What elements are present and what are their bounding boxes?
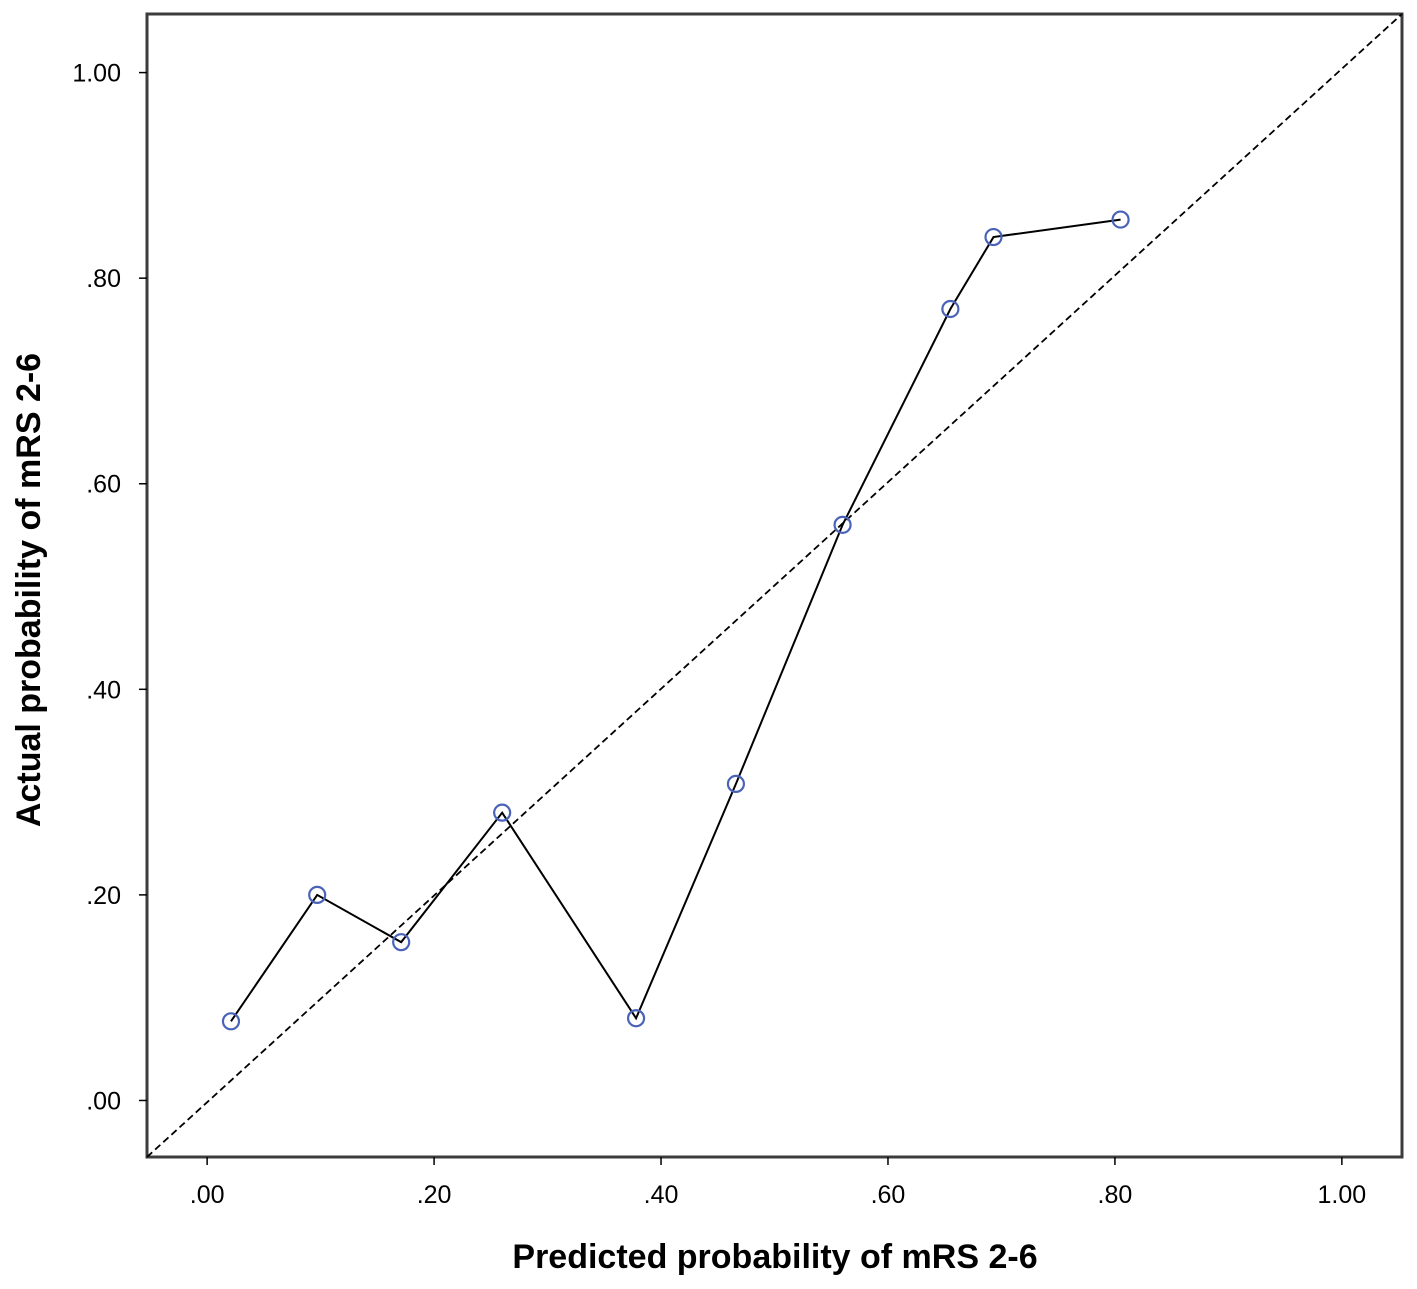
y-tick-label: .20 [86, 882, 121, 910]
data-point [726, 774, 746, 793]
y-tick-label: .80 [86, 265, 121, 293]
y-tick-label: .60 [86, 471, 121, 499]
x-axis-title: Predicted probability of mRS 2-6 [512, 1238, 1037, 1276]
data-point [392, 933, 411, 952]
y-tick-label: .00 [86, 1087, 121, 1115]
data-point [1111, 210, 1130, 229]
data-point [941, 299, 960, 319]
series-layer [221, 210, 1130, 1031]
x-tick-label: 1.00 [1318, 1181, 1367, 1209]
y-axis: .00 .20 .40 .60 .80 1.00 [72, 60, 147, 1115]
y-axis-title: Actual probability of mRS 2-6 [10, 353, 48, 827]
data-point [308, 885, 327, 904]
y-tick-label: 1.00 [72, 60, 121, 88]
data-point [984, 227, 1003, 247]
x-tick-label: .40 [644, 1181, 679, 1209]
x-axis: .00 .20 .40 .60 .80 1.00 [190, 1157, 1366, 1209]
data-point [833, 515, 852, 534]
data-point [493, 803, 512, 822]
x-tick-label: .20 [417, 1181, 452, 1209]
x-tick-label: .80 [1098, 1181, 1133, 1209]
series-line [230, 218, 1121, 1022]
x-tick-label: .00 [190, 1181, 225, 1209]
y-tick-label: .40 [86, 676, 121, 704]
data-point [626, 1009, 646, 1028]
reference-diagonal-line [146, 13, 1403, 1158]
reference-line-layer [146, 13, 1403, 1158]
data-point [221, 1012, 241, 1031]
x-tick-label: .60 [871, 1181, 906, 1209]
